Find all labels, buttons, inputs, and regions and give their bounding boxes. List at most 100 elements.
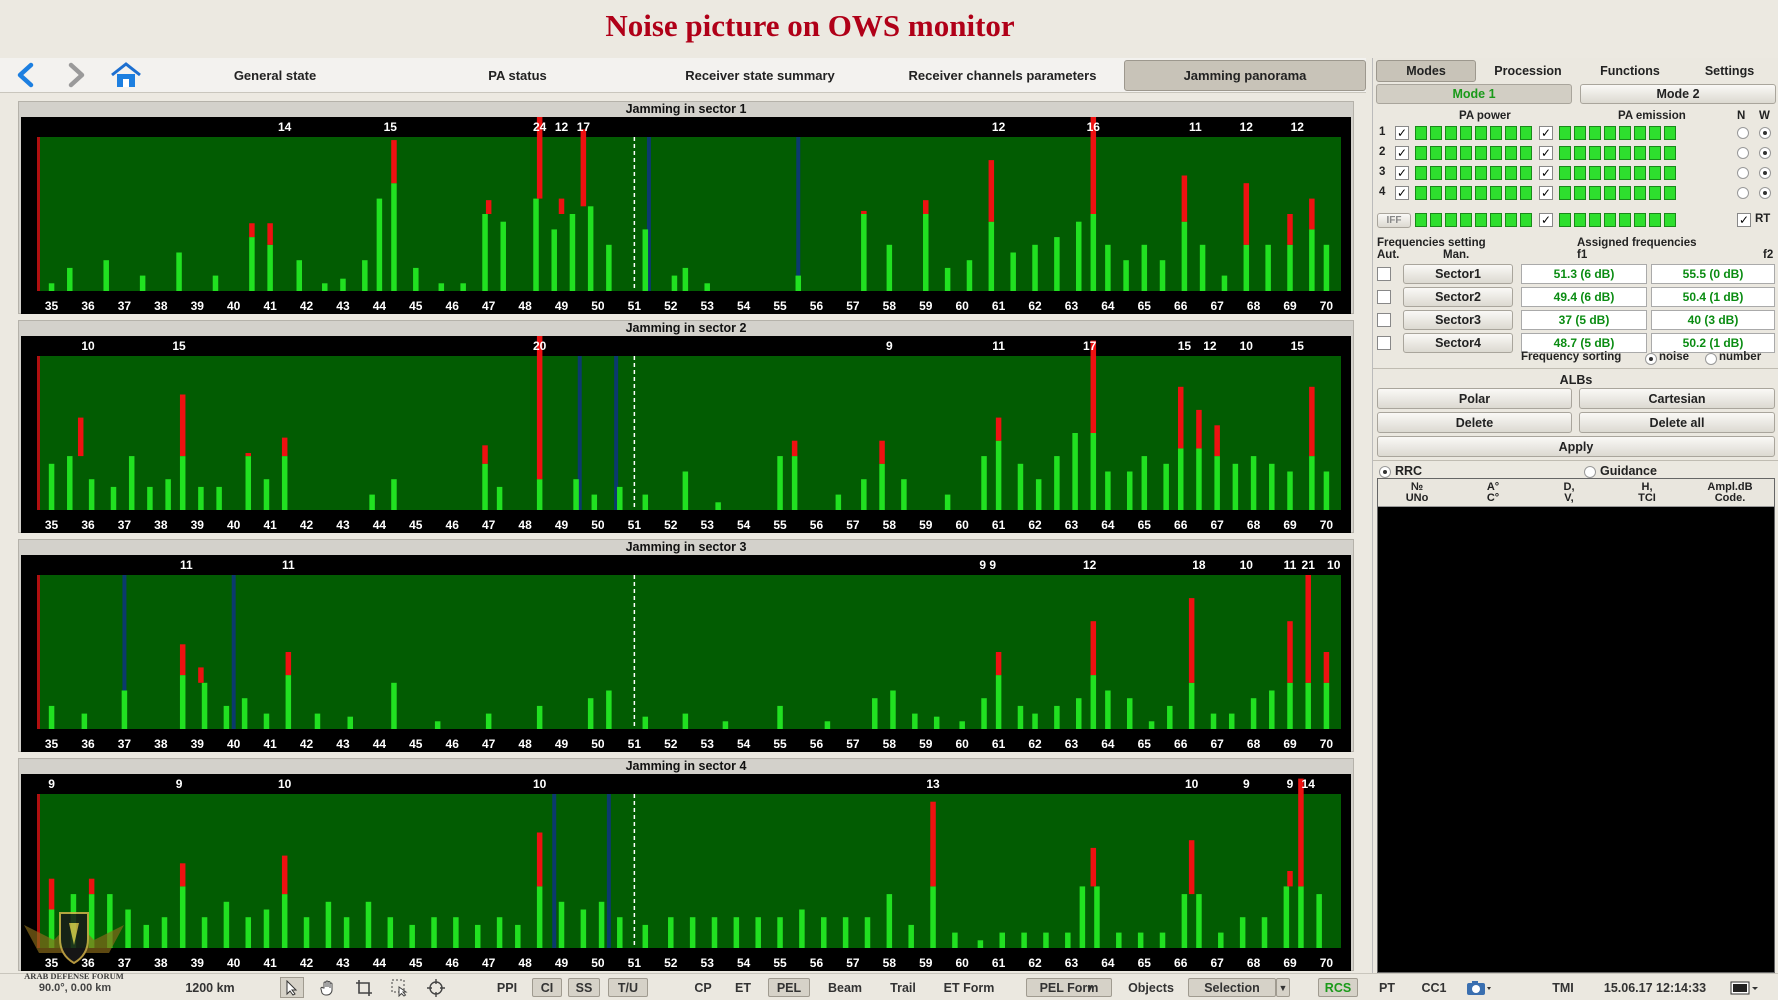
tab-pa-status[interactable]: PA status: [488, 68, 547, 83]
x-tick-label: 54: [737, 737, 751, 751]
pa-emission-checkbox[interactable]: ✓: [1539, 186, 1553, 200]
home-button[interactable]: [108, 60, 144, 90]
status-button-rcs[interactable]: RCS: [1318, 978, 1358, 997]
x-tick-label: 61: [992, 956, 1006, 970]
pa-power-checkbox[interactable]: ✓: [1395, 146, 1409, 160]
w-radio[interactable]: [1759, 147, 1771, 159]
peak-label: 10: [81, 339, 95, 353]
sector-aut-checkbox[interactable]: [1377, 267, 1391, 281]
status-button-ci[interactable]: CI: [532, 978, 562, 997]
n-radio[interactable]: [1737, 167, 1749, 179]
display-button[interactable]: [1728, 977, 1762, 998]
sector-button[interactable]: Sector4: [1403, 333, 1513, 353]
x-tick-label: 63: [1065, 737, 1079, 751]
pa-emission-checkbox[interactable]: ✓: [1539, 146, 1553, 160]
x-tick-label: 60: [956, 518, 970, 532]
pa-emission-indicator: [1634, 126, 1646, 140]
n-radio[interactable]: [1737, 127, 1749, 139]
pa-power-checkbox[interactable]: ✓: [1395, 186, 1409, 200]
n-radio[interactable]: [1737, 147, 1749, 159]
tab-receiver-state-summary[interactable]: Receiver state summary: [685, 68, 835, 83]
guidance-radio[interactable]: [1584, 466, 1596, 478]
sector-aut-checkbox[interactable]: [1377, 313, 1391, 327]
status-button-pel[interactable]: PEL: [768, 978, 810, 997]
w-radio[interactable]: [1759, 187, 1771, 199]
targets-table[interactable]: № UNo A° C° D, V, H, TCI Ampl.dB Code.: [1377, 478, 1775, 973]
tab-settings[interactable]: Settings: [1704, 64, 1755, 78]
sort-noise-radio[interactable]: [1645, 353, 1657, 365]
status-button-et-form[interactable]: ET Form: [943, 980, 995, 995]
w-radio[interactable]: [1759, 127, 1771, 139]
table-column-header[interactable]: № UNo: [1378, 482, 1456, 504]
delete-all-button[interactable]: Delete all: [1579, 412, 1775, 433]
status-button-tmi[interactable]: TMI: [1552, 980, 1574, 995]
polar-button[interactable]: Polar: [1377, 388, 1572, 409]
status-button-cc1[interactable]: CC1: [1421, 980, 1447, 995]
n-radio[interactable]: [1737, 187, 1749, 199]
select-area-tool[interactable]: [388, 977, 412, 998]
status-button-beam[interactable]: Beam: [827, 980, 863, 995]
status-button-t-u[interactable]: T/U: [608, 978, 648, 997]
sector-button[interactable]: Sector3: [1403, 310, 1513, 330]
rrc-radio[interactable]: [1379, 466, 1391, 478]
jamming-bar-green: [281, 456, 288, 510]
target-tool[interactable]: [424, 977, 448, 998]
peak-label: 12: [1240, 120, 1254, 134]
status-button-selection[interactable]: Selection: [1188, 978, 1276, 997]
w-radio[interactable]: [1759, 167, 1771, 179]
pa-emission-checkbox[interactable]: ✓: [1539, 166, 1553, 180]
pa-emission-indicator: [1574, 186, 1586, 200]
pointer-tool[interactable]: [280, 977, 304, 998]
sort-number-radio[interactable]: [1705, 353, 1717, 365]
status-button-ppi[interactable]: PPI: [496, 980, 518, 995]
jamming-bar-green: [1075, 221, 1082, 291]
sector-aut-checkbox[interactable]: [1377, 336, 1391, 350]
tab-modes[interactable]: Modes: [1376, 60, 1476, 82]
mode-1-button[interactable]: Mode 1: [1376, 84, 1572, 104]
jamming-bar-green: [314, 713, 321, 729]
sector-button[interactable]: Sector2: [1403, 287, 1513, 307]
selection-dropdown-icon[interactable]: ▼: [1276, 978, 1290, 997]
jamming-bar-red: [930, 801, 936, 887]
cartesian-button[interactable]: Cartesian: [1579, 388, 1775, 409]
rt-checkbox[interactable]: ✓: [1737, 213, 1751, 227]
jamming-bar-green: [1269, 690, 1275, 729]
jamming-bar-green: [1269, 463, 1275, 510]
camera-button[interactable]: [1464, 977, 1494, 998]
status-button-trail[interactable]: Trail: [890, 980, 916, 995]
pa-power-checkbox[interactable]: ✓: [1395, 166, 1409, 180]
peak-label: 15: [1291, 339, 1305, 353]
tab-functions[interactable]: Functions: [1600, 64, 1660, 78]
tab-jamming-panorama[interactable]: Jamming panorama: [1124, 60, 1366, 91]
tab-procession[interactable]: Procession: [1494, 64, 1562, 78]
table-column-header[interactable]: D, V,: [1530, 482, 1608, 504]
back-button[interactable]: [8, 60, 44, 90]
table-column-header[interactable]: A° C°: [1456, 482, 1530, 504]
status-button-objects[interactable]: Objects: [1128, 980, 1174, 995]
iff-emission-checkbox[interactable]: ✓: [1539, 213, 1553, 227]
delete-button[interactable]: Delete: [1377, 412, 1572, 433]
mode-2-button[interactable]: Mode 2: [1580, 84, 1776, 104]
status-button-cp[interactable]: CP: [694, 980, 712, 995]
sector-aut-checkbox[interactable]: [1377, 290, 1391, 304]
iff-button[interactable]: IFF: [1377, 213, 1411, 228]
et-form-dropdown-icon[interactable]: ▼: [1085, 982, 1095, 993]
apply-button[interactable]: Apply: [1377, 436, 1775, 457]
pa-power-checkbox[interactable]: ✓: [1395, 126, 1409, 140]
sector-plot: 35 36 37 38 39 40 41 42 43 44 45 46 47 48 49 50 51 52 53 54…: [21, 774, 1351, 971]
pa-emission-checkbox[interactable]: ✓: [1539, 126, 1553, 140]
jamming-bar-green: [536, 705, 543, 729]
status-button-pt[interactable]: PT: [1379, 980, 1395, 995]
jamming-bar-green: [296, 260, 303, 291]
forward-button[interactable]: [58, 60, 94, 90]
tab-receiver-channels-parameters[interactable]: Receiver channels parameters: [908, 68, 1097, 83]
frame-tool[interactable]: [352, 977, 376, 998]
status-button-pel-form[interactable]: PEL Form: [1026, 978, 1112, 997]
sector-button[interactable]: Sector1: [1403, 264, 1513, 284]
table-column-header[interactable]: Ampl.dB Code.: [1686, 482, 1774, 504]
status-button-et[interactable]: ET: [735, 980, 751, 995]
status-button-ss[interactable]: SS: [568, 978, 600, 997]
table-column-header[interactable]: H, TCI: [1608, 482, 1686, 504]
tab-general-state[interactable]: General state: [233, 68, 317, 83]
pan-tool[interactable]: [316, 977, 340, 998]
